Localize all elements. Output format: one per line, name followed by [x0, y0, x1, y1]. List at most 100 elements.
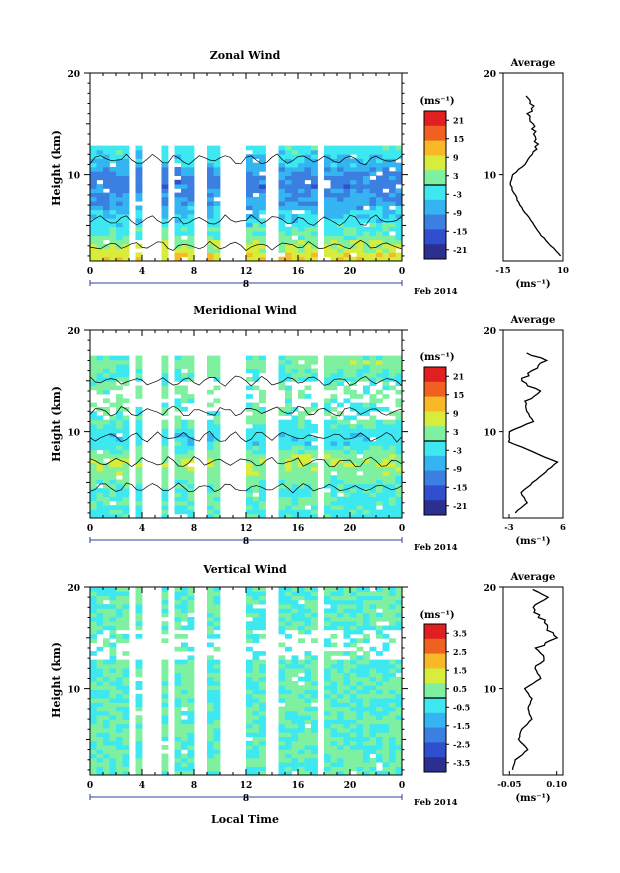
- heatmap-cell: [90, 184, 97, 189]
- heatmap-cell: [246, 415, 253, 421]
- heatmap-cell: [161, 770, 169, 776]
- heatmap-cell: [96, 381, 104, 386]
- heatmap-cell: [161, 723, 169, 729]
- heatmap-cell: [207, 591, 214, 596]
- heatmap-cell: [395, 625, 403, 631]
- contour-lines: [89, 153, 403, 251]
- heatmap-cell: [96, 702, 104, 708]
- heatmap-cell: [382, 757, 390, 763]
- heatmap-cell: [324, 149, 331, 155]
- heatmap-cell: [207, 218, 214, 223]
- heatmap-cell: [285, 608, 292, 614]
- heatmap-cell: [356, 154, 364, 159]
- heatmap-cell: [298, 424, 305, 429]
- heatmap-cell: [161, 492, 169, 498]
- heatmap-cell: [363, 175, 370, 181]
- heatmap-cell: [187, 689, 195, 695]
- heatmap-cell: [350, 218, 357, 223]
- heatmap-cell: [343, 634, 351, 639]
- heatmap-cell: [161, 710, 169, 716]
- heatmap-cell: [116, 612, 123, 618]
- heatmap-cell: [122, 235, 130, 241]
- heatmap-cell: [304, 587, 312, 592]
- heatmap-cell: [174, 604, 182, 609]
- heatmap-cell: [369, 441, 377, 446]
- heatmap-cell: [311, 762, 318, 767]
- heatmap-cell: [207, 621, 214, 626]
- heatmap-cell: [109, 475, 117, 480]
- heatmap-cell: [376, 475, 383, 480]
- heatmap-cell: [278, 659, 286, 665]
- heatmap-cell: [343, 389, 351, 395]
- heatmap-cell: [181, 385, 188, 391]
- heatmap-cell: [298, 638, 305, 643]
- heatmap-cell: [395, 715, 403, 720]
- heatmap-cell: [103, 381, 110, 386]
- heatmap-cell: [337, 757, 344, 763]
- heatmap-cell: [356, 201, 364, 206]
- heatmap-cell: [252, 436, 260, 442]
- heatmap-cell: [382, 736, 390, 742]
- heatmap-cell: [304, 651, 312, 656]
- heatmap-cell: [395, 621, 403, 626]
- heatmap-cell: [324, 616, 331, 622]
- heatmap-cell: [369, 492, 377, 498]
- heatmap-cell: [369, 231, 377, 236]
- heatmap-cell: [259, 231, 266, 236]
- heatmap-cell: [337, 235, 344, 241]
- heatmap-cell: [382, 753, 390, 759]
- heatmap-cell: [90, 479, 97, 485]
- heatmap-cell: [363, 513, 370, 519]
- heatmap-cell: [246, 638, 253, 643]
- heatmap-cell: [187, 766, 195, 772]
- heatmap-cell: [363, 500, 370, 506]
- heatmap-cell: [356, 595, 364, 601]
- colorbar-unit: (ms⁻¹): [419, 352, 454, 363]
- heatmap-cell: [161, 222, 169, 228]
- heatmap-cell: [382, 201, 390, 206]
- heatmap-cell: [395, 693, 403, 699]
- heatmap-cell: [116, 757, 123, 763]
- heatmap-cell: [298, 149, 305, 155]
- heatmap-cell: [285, 668, 292, 673]
- heatmap-cell: [135, 385, 143, 391]
- heatmap-cell: [324, 706, 331, 712]
- heatmap-cell: [174, 449, 182, 455]
- heatmap-cell: [122, 770, 130, 776]
- heatmap-cell: [90, 209, 97, 215]
- heatmap-cell: [161, 728, 169, 733]
- heatmap-cell: [122, 359, 130, 365]
- heatmap-cell: [343, 689, 351, 695]
- heatmap-cell: [350, 488, 357, 493]
- heatmap-cell: [369, 646, 377, 652]
- heatmap-cell: [389, 488, 396, 493]
- heatmap-cell: [304, 394, 312, 399]
- heatmap-cell: [291, 184, 299, 189]
- heatmap-cell: [213, 509, 221, 515]
- heatmap-cell: [311, 436, 318, 442]
- heatmap-cell: [311, 513, 318, 519]
- heatmap-cell: [369, 728, 377, 733]
- heatmap-cell: [246, 402, 253, 408]
- heatmap-cell: [382, 612, 390, 618]
- heatmap-cell: [122, 651, 130, 656]
- heatmap-cell: [389, 441, 396, 446]
- heatmap-cell: [181, 389, 188, 395]
- heatmap-cell: [337, 505, 344, 510]
- heatmap-cell: [363, 745, 370, 750]
- heatmap-cell: [259, 441, 266, 446]
- heatmap-cell: [356, 441, 364, 446]
- heatmap-cell: [96, 355, 104, 361]
- heatmap-cell: [187, 681, 195, 686]
- heatmap-cell: [395, 663, 403, 669]
- heatmap-cell: [187, 509, 195, 515]
- heatmap-cell: [90, 587, 97, 592]
- heatmap-cell: [311, 149, 318, 155]
- heatmap-cell: [174, 612, 182, 618]
- heatmap-cell: [96, 646, 104, 652]
- heatmap-cell: [376, 479, 383, 485]
- x-tick-labels: 0 4 8 12 16 20 0: [87, 267, 405, 277]
- heatmap-cell: [174, 672, 182, 678]
- heatmap-cell: [389, 762, 396, 767]
- heatmap-cell: [213, 162, 221, 168]
